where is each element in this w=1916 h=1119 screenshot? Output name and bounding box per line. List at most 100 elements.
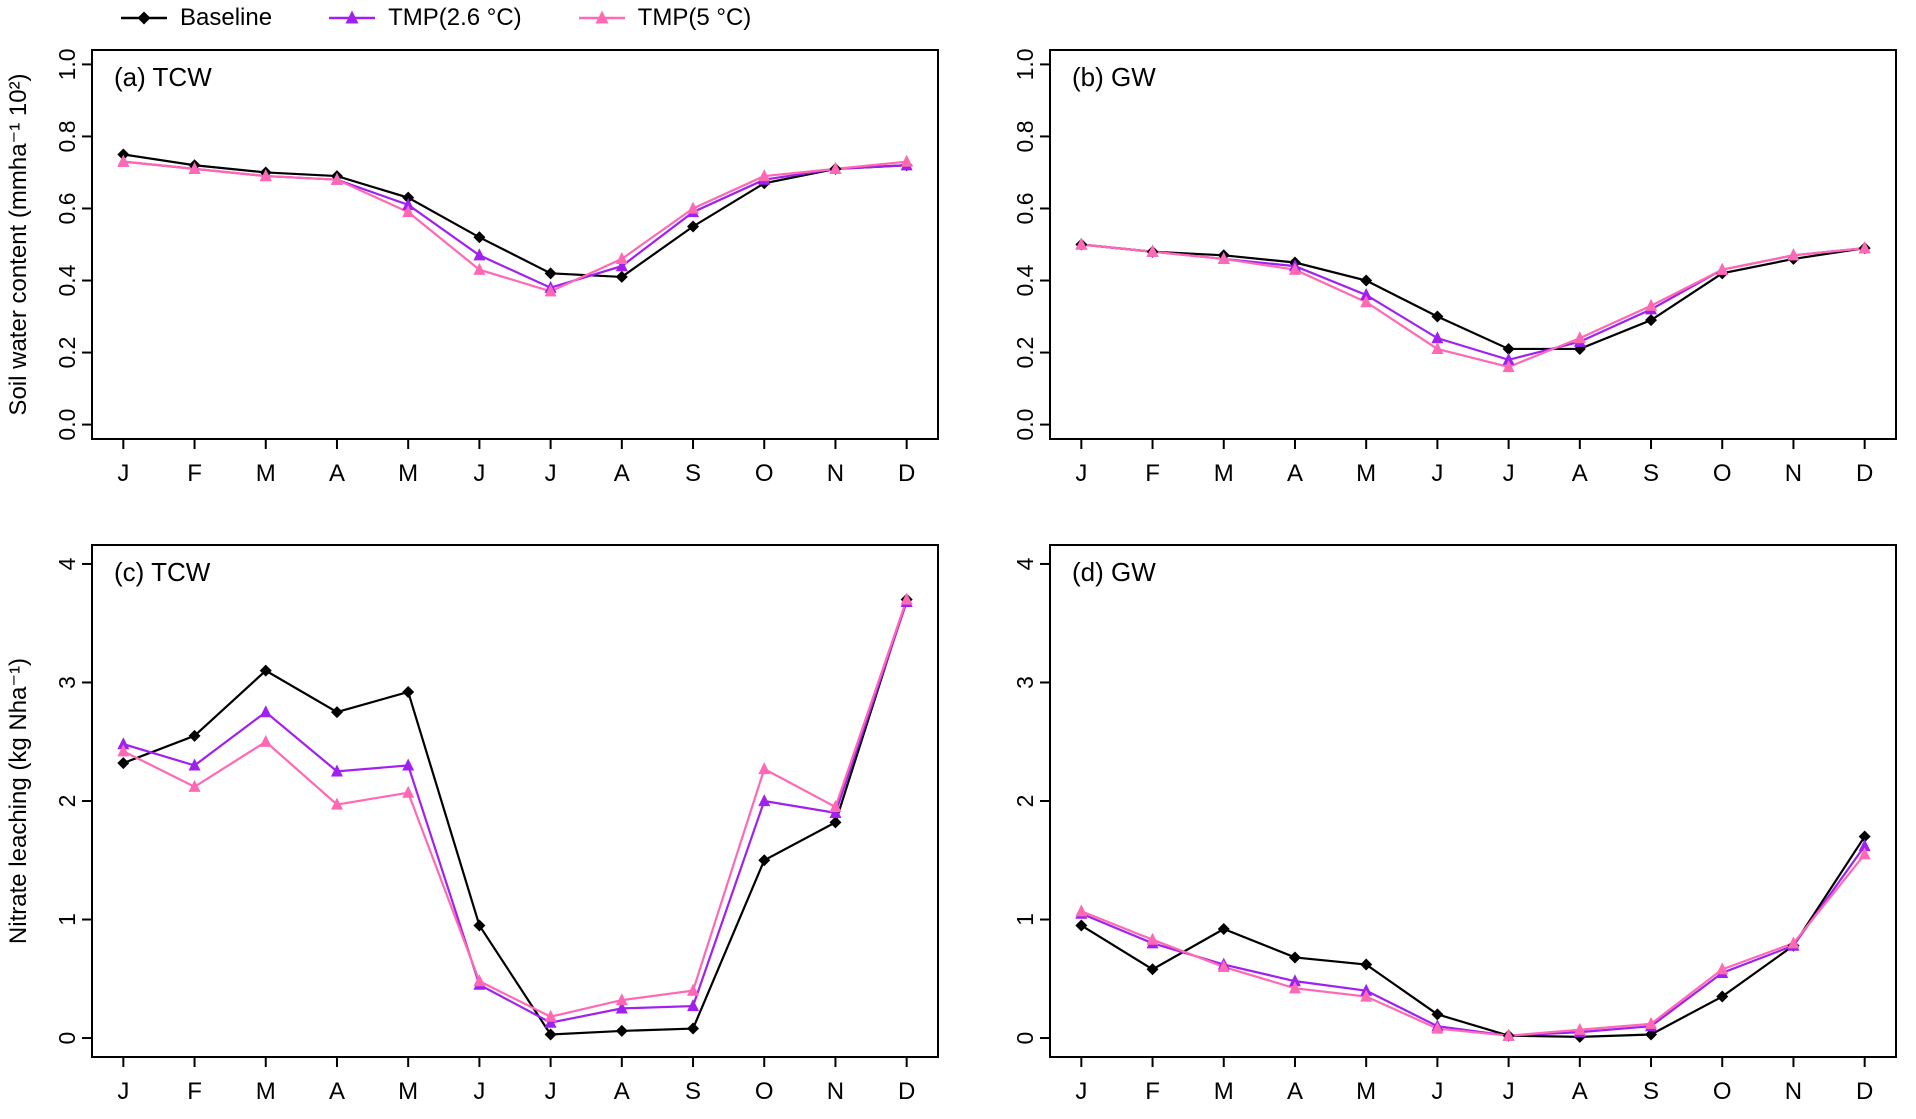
- data-point: [1858, 847, 1871, 860]
- data-point: [544, 267, 557, 280]
- data-point: [829, 161, 842, 174]
- chart-d: 0 1 2 3 4 J F M A M J J A S O N D (d) GW: [1012, 544, 1897, 1105]
- x-tick-label: F: [1145, 1078, 1160, 1105]
- legend-item-tmp26: TMP(2.6 °C): [326, 4, 522, 32]
- x-tick-label: J: [473, 1078, 485, 1105]
- x-tick-label: J: [1503, 1078, 1515, 1105]
- chart-c: 0 1 2 3 4 J F M A M J J A S O N D Nitrate leaching (kg Nh…: [5, 544, 939, 1105]
- data-point: [1502, 1028, 1515, 1041]
- data-point: [615, 1024, 628, 1037]
- x-tick-label: S: [1643, 1078, 1659, 1105]
- x-tick-label: D: [898, 1078, 915, 1105]
- data-point: [829, 816, 842, 829]
- data-point: [615, 1001, 628, 1014]
- y-tick-label: 1.0: [1012, 48, 1038, 80]
- data-point: [1431, 342, 1444, 355]
- legend-marker-baseline-icon: [121, 11, 167, 25]
- x-tick-label: A: [1572, 1078, 1588, 1105]
- x-tick-label: J: [1431, 460, 1443, 487]
- data-point: [1645, 314, 1658, 327]
- data-point: [687, 220, 700, 233]
- data-point: [615, 270, 628, 283]
- x-tick-label: S: [1643, 460, 1659, 487]
- y-tick-label: 0.4: [1012, 264, 1038, 296]
- x-tick-label: J: [545, 460, 557, 487]
- series-line-triangle: [1080, 853, 1866, 1037]
- x-tick-label: D: [1856, 460, 1873, 487]
- x-tick-label: A: [329, 1078, 345, 1105]
- series-line-triangle: [1081, 243, 1865, 361]
- data-point: [687, 999, 700, 1012]
- chart-b: 0.0 0.2 0.4 0.6 0.8 1.0 J F M A M J J A S O N D (b) GW: [1012, 48, 1897, 487]
- data-point: [188, 758, 201, 771]
- data-point: [473, 262, 486, 275]
- data-point: [188, 729, 201, 742]
- x-tick-label: J: [1075, 460, 1087, 487]
- x-tick-label: S: [685, 1078, 701, 1105]
- x-tick-label: O: [1713, 1078, 1732, 1105]
- data-point: [1360, 288, 1373, 301]
- x-tick-label: J: [117, 1078, 129, 1105]
- triangle-icon: [595, 10, 609, 24]
- y-tick-label: 0.2: [1012, 337, 1038, 369]
- x-tick-label: A: [1287, 1078, 1303, 1105]
- y-tick-label: 3: [54, 676, 80, 689]
- x-tick-label: M: [398, 1078, 418, 1105]
- panel-d-nitrate-gw: 0 1 2 3 4 J F M A M J J A S O N D (d) GW: [958, 531, 1916, 1119]
- data-point: [544, 1009, 557, 1022]
- data-point: [330, 172, 343, 185]
- series-line-triangle: [123, 601, 908, 1024]
- y-tick-label: 1.0: [54, 48, 80, 80]
- series-line-diamond: [1080, 835, 1866, 1038]
- data-point: [1217, 960, 1230, 973]
- data-point: [1431, 1021, 1444, 1034]
- data-point: [1431, 1008, 1444, 1021]
- data-point: [1217, 923, 1230, 935]
- x-tick-label: S: [685, 460, 701, 487]
- data-point: [1146, 244, 1159, 257]
- data-point: [259, 169, 272, 182]
- data-point: [1645, 298, 1658, 311]
- plot-box: [91, 49, 939, 440]
- data-point: [687, 983, 700, 996]
- data-point: [1573, 331, 1586, 344]
- x-tick-label: M: [1356, 1078, 1376, 1105]
- series-line-triangle: [123, 160, 907, 289]
- y-tick-label: 1: [1012, 913, 1038, 926]
- x-tick-label: D: [1856, 1078, 1873, 1105]
- data-point: [758, 854, 771, 867]
- y-tick-label: 1: [54, 913, 80, 926]
- data-point: [1858, 830, 1871, 843]
- data-point: [402, 197, 415, 210]
- series-line-triangle: [1081, 243, 1865, 369]
- x-tick-label: O: [755, 460, 774, 487]
- x-tick-label: M: [256, 1078, 276, 1105]
- data-point: [1858, 839, 1871, 852]
- data-point: [544, 284, 557, 297]
- legend-marker-tmp26-icon: [329, 10, 376, 24]
- legend-item-baseline: Baseline: [118, 4, 272, 32]
- y-tick-label: 0.6: [54, 192, 80, 224]
- data-point: [1716, 962, 1729, 975]
- data-point: [1146, 932, 1159, 945]
- x-tick-label: O: [1713, 460, 1732, 487]
- data-point: [259, 664, 272, 677]
- legend-label-baseline: Baseline: [180, 4, 273, 31]
- legend-label-tmp26: TMP(2.6 °C): [388, 4, 522, 31]
- data-point: [615, 993, 628, 1006]
- data-point: [188, 161, 201, 174]
- data-point: [402, 785, 415, 798]
- y-tick-label: 0: [54, 1032, 80, 1045]
- panel-title: (b) GW: [1072, 62, 1156, 92]
- data-point: [544, 1028, 557, 1041]
- y-axis-label: Nitrate leaching (kg Nha⁻¹): [5, 658, 32, 944]
- data-point: [900, 592, 913, 605]
- data-point: [1502, 342, 1515, 355]
- x-tick-label: M: [398, 460, 418, 487]
- x-tick-label: A: [329, 460, 345, 487]
- data-point: [117, 757, 130, 770]
- x-tick-label: N: [1785, 1078, 1802, 1105]
- data-point: [1075, 904, 1088, 917]
- panel-title: (a) TCW: [114, 62, 212, 92]
